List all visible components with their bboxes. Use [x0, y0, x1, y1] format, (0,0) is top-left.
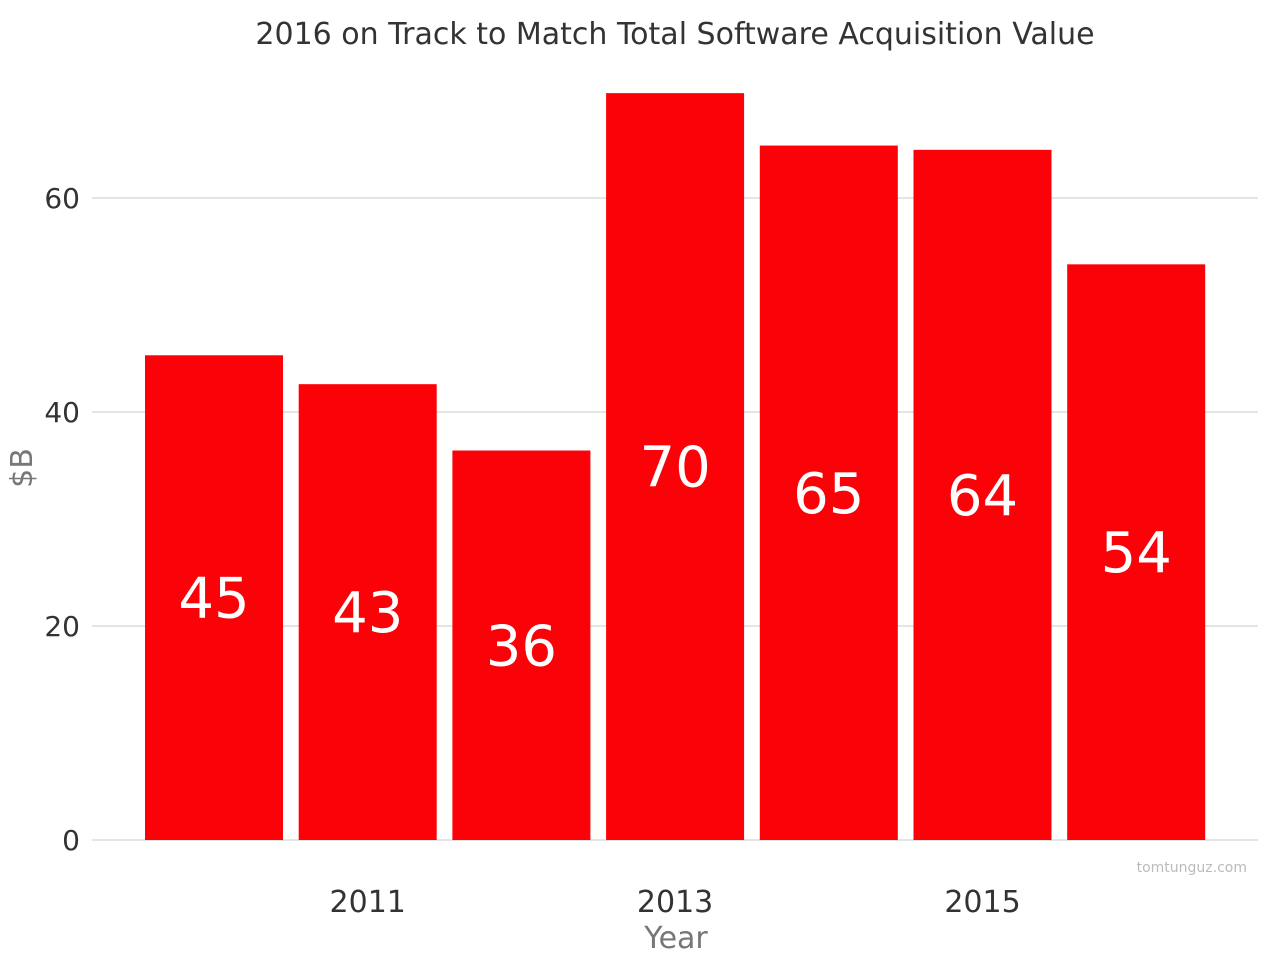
- data-label-2015: 64: [947, 464, 1018, 529]
- bar-2016: [1067, 264, 1206, 841]
- data-label-2010: 45: [178, 567, 249, 632]
- bar-2014: [759, 145, 898, 840]
- bar-2011: [298, 384, 437, 840]
- x-axis-label: Year: [643, 921, 708, 956]
- bar-2012: [452, 450, 591, 840]
- chart-title: 2016 on Track to Match Total Software Ac…: [255, 17, 1094, 52]
- y-axis-ticks: 0 20 40 60: [44, 182, 80, 857]
- data-label-2011: 43: [332, 581, 403, 646]
- bar-2010: [145, 355, 283, 840]
- y-axis-label: $B: [5, 448, 40, 488]
- data-label-2012: 36: [486, 614, 557, 679]
- y-tick-label: 0: [62, 824, 80, 857]
- data-label-2013: 70: [639, 436, 710, 501]
- x-tick-label: 2013: [637, 885, 713, 920]
- bars: [145, 93, 1206, 841]
- bar-2015: [913, 149, 1052, 841]
- data-labels: 45 43 36 70 65 64 54: [178, 436, 1171, 680]
- x-tick-label: 2015: [944, 885, 1020, 920]
- data-label-2014: 65: [793, 462, 864, 527]
- y-tick-label: 20: [44, 610, 80, 643]
- y-tick-label: 40: [44, 396, 80, 429]
- x-axis-ticks: 2011 2013 2015: [330, 885, 1021, 920]
- credit-text: tomtunguz.com: [1137, 860, 1247, 876]
- x-tick-label: 2011: [330, 885, 406, 920]
- bar-2013: [606, 93, 745, 840]
- y-tick-label: 60: [44, 182, 80, 215]
- data-label-2016: 54: [1101, 521, 1172, 586]
